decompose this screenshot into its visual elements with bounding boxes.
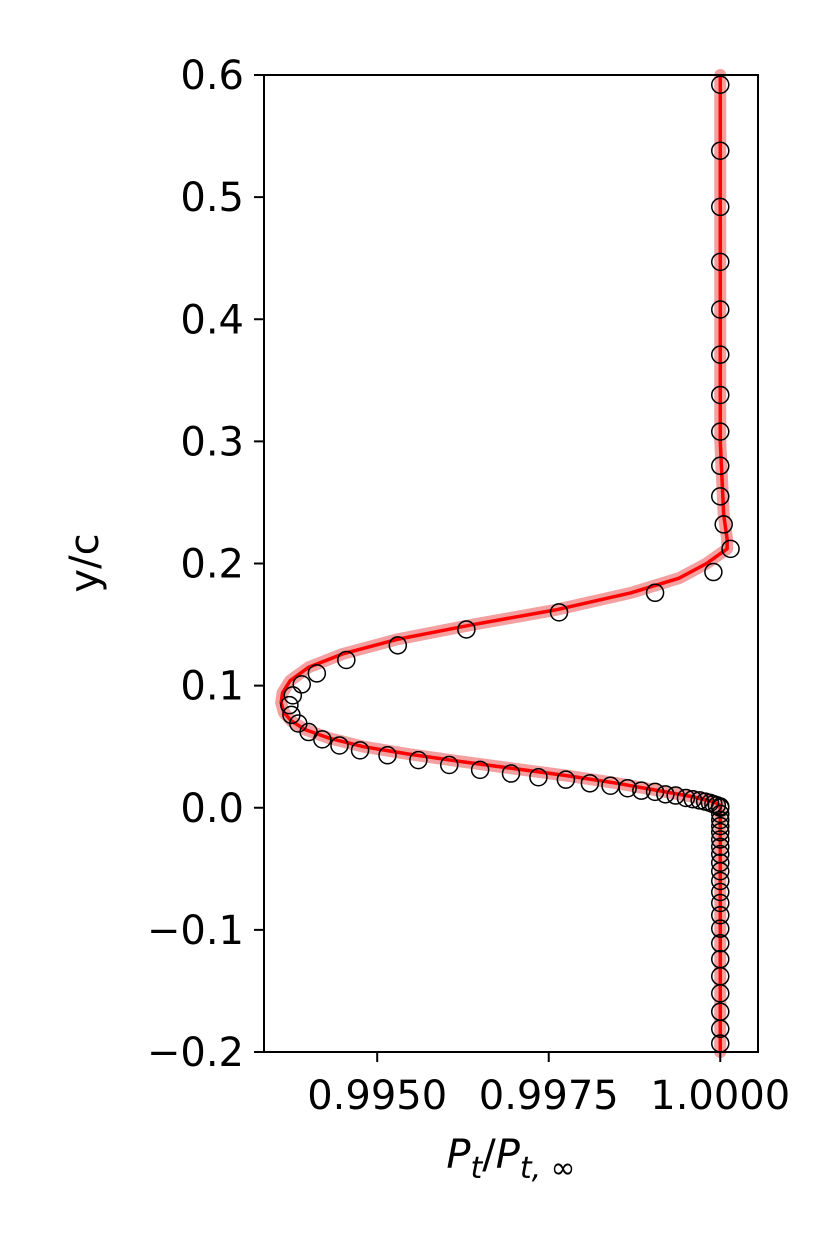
data-point <box>711 75 730 95</box>
data-point <box>711 804 730 824</box>
y-axis: −0.2 −0.1 0.0 0.1 0.2 0.3 0.4 0.5 0.6 <box>147 53 264 1076</box>
data-point <box>711 905 730 925</box>
data-point <box>721 539 740 559</box>
series-markers-layer <box>280 75 740 1053</box>
data-point <box>711 919 730 938</box>
data-point <box>378 745 397 765</box>
data-point <box>711 816 730 836</box>
data-point <box>711 456 730 476</box>
data-point <box>457 620 476 639</box>
y-tick-label: 0.5 <box>180 175 244 221</box>
data-point <box>549 603 569 622</box>
series-line <box>279 75 729 1052</box>
data-point <box>556 770 576 789</box>
data-point <box>711 197 730 217</box>
data-point <box>350 741 370 760</box>
data-point <box>711 830 730 849</box>
data-point <box>501 764 521 783</box>
data-point <box>711 882 730 902</box>
x-label-slash: / <box>482 1132 496 1178</box>
data-point <box>388 636 408 655</box>
data-point <box>440 755 459 775</box>
data-point <box>711 810 730 830</box>
data-point <box>330 736 349 755</box>
data-point <box>711 798 730 817</box>
data-point <box>711 934 730 953</box>
data-point <box>645 782 665 802</box>
y-tick-label: 0.3 <box>180 419 244 465</box>
y-tick-label: 0.0 <box>180 786 244 832</box>
x-tick-label: 0.9950 <box>307 1073 447 1119</box>
x-axis: 0.9950 0.9975 1.0000 <box>307 1052 790 1119</box>
data-point <box>656 785 675 804</box>
data-point <box>711 862 730 881</box>
data-point <box>711 853 730 872</box>
data-point <box>292 675 311 694</box>
x-label-base: P <box>446 1132 471 1178</box>
y-tick-label: −0.1 <box>147 908 244 954</box>
data-point <box>711 837 730 857</box>
data-point <box>704 562 723 582</box>
series-line-layer <box>279 75 729 1052</box>
plot-frame <box>263 74 759 1053</box>
data-point <box>711 385 730 405</box>
data-point <box>618 778 637 798</box>
data-point <box>711 422 730 441</box>
data-point <box>711 300 730 319</box>
y-tick-label: 0.6 <box>180 53 244 99</box>
uncertainty-band <box>275 69 734 1058</box>
data-point <box>280 695 299 715</box>
data-point <box>470 760 490 780</box>
data-point <box>711 893 730 913</box>
y-tick-label: 0.4 <box>180 297 244 343</box>
data-point <box>283 686 303 705</box>
data-point <box>683 789 703 809</box>
x-tick-label: 0.9975 <box>479 1073 619 1119</box>
data-point <box>711 871 730 891</box>
data-point <box>666 786 685 805</box>
data-point <box>676 788 696 808</box>
x-tick-label: 1.0000 <box>650 1073 790 1119</box>
y-tick-label: −0.2 <box>147 1030 244 1076</box>
data-point <box>529 767 548 787</box>
data-point <box>714 515 733 534</box>
y-axis-label: y/c <box>62 533 108 592</box>
x-label-base2: P <box>496 1132 521 1178</box>
data-point <box>711 252 730 272</box>
data-point <box>645 583 665 603</box>
data-point <box>711 1019 730 1039</box>
data-point <box>313 730 332 749</box>
data-point <box>632 781 651 800</box>
y-tick-label: 0.2 <box>180 542 244 588</box>
data-point <box>337 650 356 670</box>
data-point <box>711 822 730 842</box>
data-point <box>711 487 730 506</box>
y-tick-label: 0.1 <box>180 664 244 710</box>
data-point <box>711 141 730 160</box>
data-point <box>711 984 730 1003</box>
data-point <box>307 664 327 683</box>
uncertainty-band-path <box>275 69 734 1058</box>
x-label-sub: t <box>470 1151 483 1186</box>
data-point <box>409 750 428 770</box>
x-label-sub2: t, ∞ <box>520 1151 576 1186</box>
x-axis-label: Pt/Pt, ∞ <box>446 1132 575 1186</box>
data-point <box>580 774 600 793</box>
data-point <box>711 345 730 364</box>
